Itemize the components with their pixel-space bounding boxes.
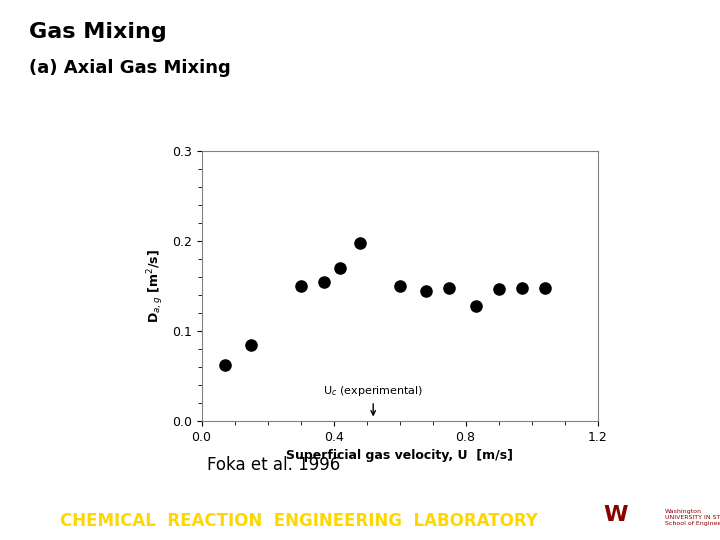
Point	[354, 239, 366, 247]
X-axis label: Superficial gas velocity, U  [m/s]: Superficial gas velocity, U [m/s]	[286, 449, 513, 462]
Text: W: W	[603, 505, 629, 525]
Point	[246, 340, 257, 349]
Point	[295, 282, 307, 291]
Text: Foka et al. 1996: Foka et al. 1996	[207, 456, 341, 474]
Point	[539, 284, 551, 292]
Text: U$_c$ (experimental): U$_c$ (experimental)	[323, 384, 423, 415]
Point	[335, 264, 346, 273]
Point	[318, 278, 330, 286]
Point	[420, 286, 432, 295]
Point	[516, 284, 528, 292]
Text: Gas Mixing: Gas Mixing	[29, 22, 166, 42]
Text: Washington
UNIVERSITY IN ST. LOUIS
School of Engineering & Applied Science: Washington UNIVERSITY IN ST. LOUIS Schoo…	[665, 509, 720, 525]
Text: (a) Axial Gas Mixing: (a) Axial Gas Mixing	[29, 59, 230, 77]
Point	[469, 302, 481, 310]
Point	[444, 284, 455, 292]
Y-axis label: D$_{a,g}$ [m$^2$/s]: D$_{a,g}$ [m$^2$/s]	[145, 249, 166, 323]
Point	[219, 361, 230, 370]
Point	[492, 285, 504, 293]
Text: CHEMICAL  REACTION  ENGINEERING  LABORATORY: CHEMICAL REACTION ENGINEERING LABORATORY	[60, 512, 538, 530]
Point	[394, 282, 405, 291]
